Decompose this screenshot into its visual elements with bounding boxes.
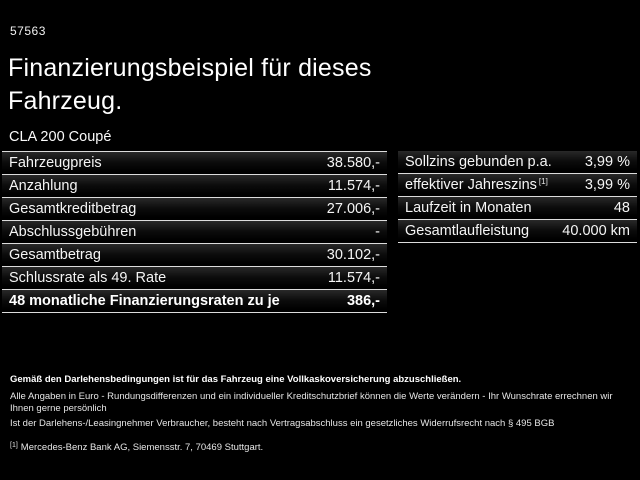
row-label: effektiver Jahreszins [1] xyxy=(405,177,548,193)
row-label: Gesamtlaufleistung xyxy=(405,223,530,239)
row-label: Gesamtkreditbetrag xyxy=(9,201,137,217)
row-label: Fahrzeugpreis xyxy=(9,155,102,171)
disclaimer-line1: Alle Angaben in Euro - Rundungsdifferenz… xyxy=(10,391,613,414)
row-value: 11.574,- xyxy=(327,270,380,286)
row-value: 386,- xyxy=(346,293,380,309)
row-value: 48 xyxy=(613,200,630,216)
row-value: 27.006,- xyxy=(326,201,380,217)
row-label: Anzahlung xyxy=(9,178,78,194)
row-value: 40.000 km xyxy=(562,223,630,239)
table-row-monthly-rate: 48 monatliche Finanzierungsraten zu je 3… xyxy=(2,290,387,313)
bank-address: Mercedes-Benz Bank AG, Siemensstr. 7, 70… xyxy=(20,442,264,453)
table-row: Sollzins gebunden p.a. 3,99 % xyxy=(398,151,637,174)
legal-footer: Gemäß den Darlehensbedingungen ist für d… xyxy=(10,374,630,457)
disclaimer-line2: Ist der Darlehens-/Leasingnehmer Verbrau… xyxy=(10,418,555,429)
finance-table: Fahrzeugpreis 38.580,- Anzahlung 11.574,… xyxy=(2,151,387,313)
row-label: Gesamtbetrag xyxy=(9,247,101,263)
vehicle-name: CLA 200 Coupé xyxy=(9,129,112,145)
table-row: Gesamtlaufleistung 40.000 km xyxy=(398,220,637,243)
row-value: 3,99 % xyxy=(584,177,630,193)
table-row: Gesamtkreditbetrag 27.006,- xyxy=(2,198,387,221)
row-value: - xyxy=(375,224,380,240)
row-label: Laufzeit in Monaten xyxy=(405,200,532,216)
conditions-table: Sollzins gebunden p.a. 3,99 % effektiver… xyxy=(398,151,637,243)
page-title-line1: Finanzierungsbeispiel für dieses xyxy=(8,54,372,82)
row-value: 30.102,- xyxy=(326,247,380,263)
table-row: Gesamtbetrag 30.102,- xyxy=(2,244,387,267)
row-value: 3,99 % xyxy=(584,154,630,170)
insurance-note: Gemäß den Darlehensbedingungen ist für d… xyxy=(10,374,462,385)
row-value: 38.580,- xyxy=(326,155,380,171)
row-value: 11.574,- xyxy=(327,178,380,194)
footnote-reference: [1] xyxy=(538,177,548,186)
bank-footnote: [1] Mercedes-Benz Bank AG, Siemensstr. 7,… xyxy=(10,440,630,454)
table-row: Anzahlung 11.574,- xyxy=(2,175,387,198)
row-label: Schlussrate als 49. Rate xyxy=(9,270,167,286)
table-row: effektiver Jahreszins [1] 3,99 % xyxy=(398,174,637,197)
table-row: Laufzeit in Monaten 48 xyxy=(398,197,637,220)
table-row: Abschlussgebühren - xyxy=(2,221,387,244)
row-label: Sollzins gebunden p.a. xyxy=(405,154,552,170)
page-title: Finanzierungsbeispiel für dieses Fahrzeu… xyxy=(8,52,372,118)
table-row: Fahrzeugpreis 38.580,- xyxy=(2,152,387,175)
reference-number: 57563 xyxy=(10,24,46,38)
row-label: 48 monatliche Finanzierungsraten zu je xyxy=(9,293,280,309)
footnote-marker: [1] xyxy=(10,442,18,449)
row-label: Abschlussgebühren xyxy=(9,224,137,240)
page-title-line2: Fahrzeug. xyxy=(8,87,123,115)
table-row: Schlussrate als 49. Rate 11.574,- xyxy=(2,267,387,290)
